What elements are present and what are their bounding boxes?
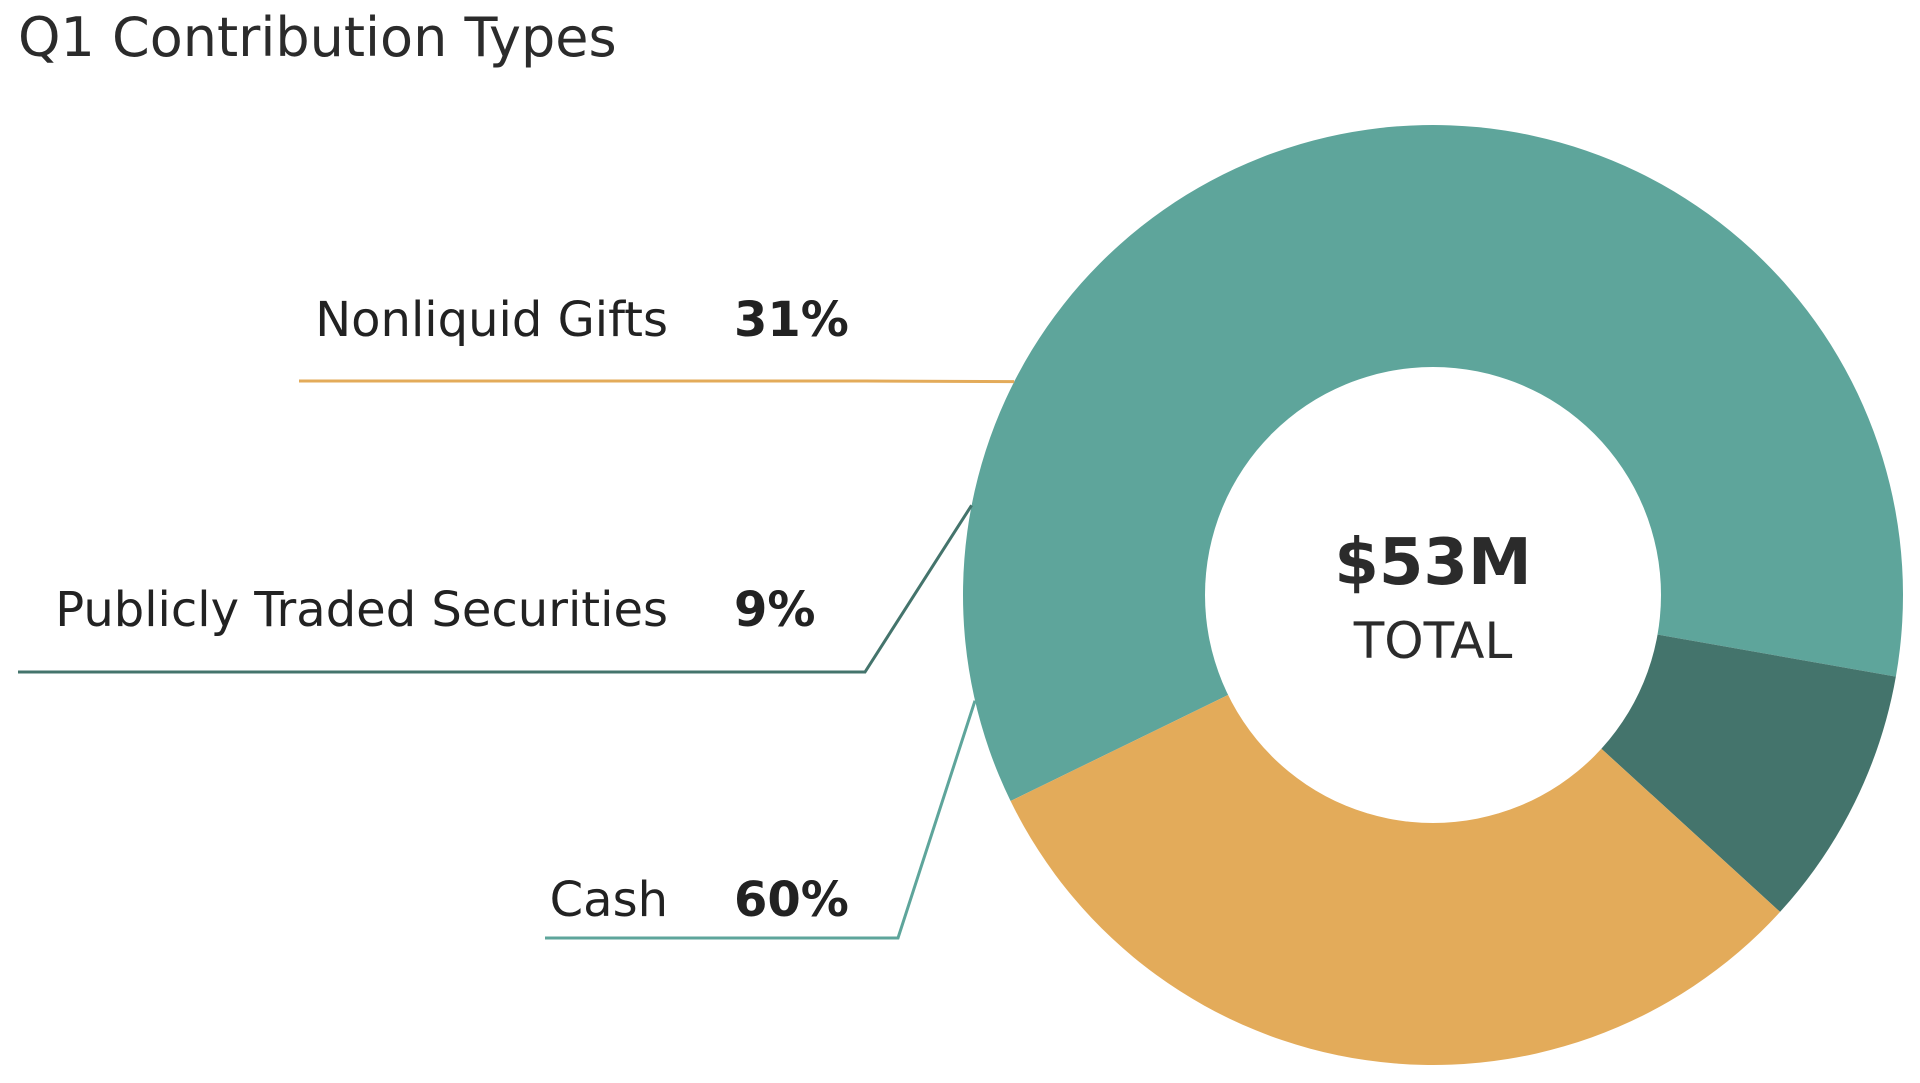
donut-slice-nonliquid-gifts xyxy=(1010,595,1781,1065)
slice-label-cash: Cash xyxy=(550,872,668,928)
slice-value-cash: 60% xyxy=(734,872,849,928)
callout-line-publicly-traded-securities xyxy=(18,504,973,674)
slice-value-publicly-traded-securities: 9% xyxy=(734,582,816,638)
chart-title: Q1 Contribution Types xyxy=(18,6,617,69)
center-total-label: TOTAL xyxy=(1353,612,1513,670)
slice-value-nonliquid-gifts: 31% xyxy=(734,292,849,348)
slice-label-nonliquid-gifts: Nonliquid Gifts xyxy=(315,292,668,348)
slice-label-publicly-traded-securities: Publicly Traded Securities xyxy=(55,582,668,638)
callout-line-cash xyxy=(545,700,977,940)
callout-line-nonliquid-gifts xyxy=(299,379,1015,384)
donut-hole xyxy=(1205,367,1661,823)
center-total-value: $53M xyxy=(1334,526,1531,600)
callout-labels: Cash 60% Publicly Traded Securities 9% Nonli… xyxy=(18,292,1015,940)
